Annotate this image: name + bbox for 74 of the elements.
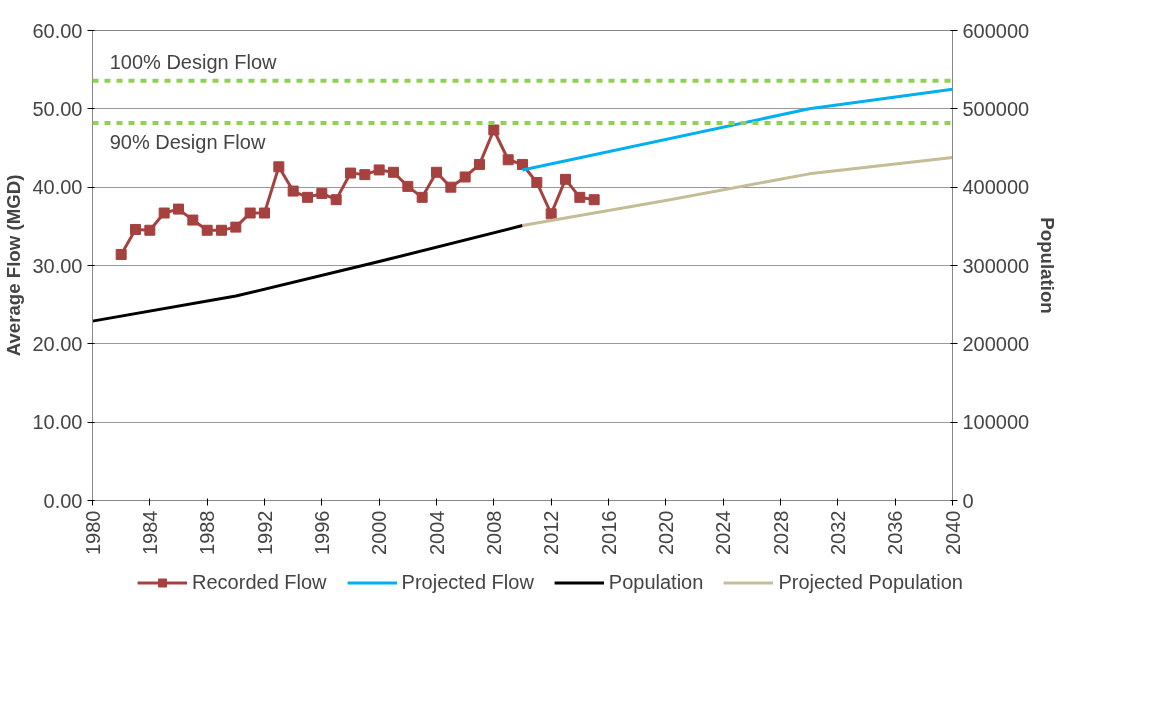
x-tick-label: 2004: [425, 510, 448, 555]
x-tick-label: 1988: [196, 510, 219, 555]
x-tick-label: 2016: [597, 510, 620, 555]
x-tick-label: 1996: [310, 510, 333, 555]
y2-tick-label: 500000: [962, 97, 1030, 120]
x-tick-label: 1992: [253, 510, 276, 555]
point: [574, 191, 586, 203]
legend-label: Population: [608, 570, 704, 594]
point: [373, 164, 385, 176]
point: [259, 207, 270, 219]
point: [115, 249, 127, 261]
x-tick-label: 2020: [654, 510, 677, 555]
point: [459, 171, 471, 183]
point: [588, 194, 600, 206]
point: [158, 207, 170, 219]
y-tick-label: 0.00: [43, 489, 83, 512]
y2-tick-label: 300000: [962, 254, 1030, 277]
point: [244, 207, 256, 219]
point: [445, 181, 457, 193]
point: [502, 154, 514, 166]
x-tick-label: 2000: [368, 510, 391, 555]
point: [302, 191, 313, 203]
point: [488, 124, 500, 136]
point: [316, 187, 328, 199]
y2-tick-label: 200000: [962, 332, 1030, 355]
line-series: [92, 224, 524, 323]
point: [431, 166, 442, 178]
point: [173, 203, 184, 215]
point: [560, 173, 571, 185]
x-tick-label: 2012: [540, 510, 563, 555]
point: [187, 214, 199, 226]
point: [144, 224, 156, 236]
line-series: [521, 155, 953, 228]
y2-tick-label: 400000: [962, 176, 1030, 199]
point: [230, 221, 242, 233]
legend-label: Projected Population: [778, 570, 963, 594]
point: [345, 167, 356, 179]
point: [517, 158, 528, 170]
point: [531, 176, 543, 188]
point: [287, 185, 299, 197]
x-tick-label: 2008: [482, 510, 505, 555]
point: [388, 166, 399, 178]
point: [130, 223, 141, 235]
y-axis-title: Average Flow (MGD): [3, 174, 25, 357]
y-tick-label: 20.00: [32, 332, 83, 355]
legend-label: Projected Flow: [401, 570, 534, 594]
x-tick-label: 2032: [826, 510, 849, 555]
point: [330, 194, 342, 206]
y-tick-label: 50.00: [32, 97, 83, 120]
x-tick-label: 1984: [138, 510, 161, 555]
x-tick-label: 2036: [884, 510, 907, 555]
y-tick-label: 10.00: [32, 411, 83, 434]
x-tick-label: 2024: [712, 510, 735, 555]
point: [273, 161, 285, 173]
x-tick-label: 1980: [81, 510, 104, 555]
y-tick-label: 30.00: [32, 254, 83, 277]
ref-line-label: 90% Design Flow: [109, 130, 266, 153]
x-tick-label: 2040: [941, 510, 964, 555]
y2-tick-label: 100000: [962, 411, 1030, 434]
y2-tick-label: 0: [962, 489, 974, 512]
point: [402, 180, 414, 192]
point: [201, 224, 213, 236]
point: [545, 208, 557, 220]
point: [474, 158, 485, 170]
y2-axis-title: Population: [1037, 217, 1059, 314]
legend-label: Recorded Flow: [192, 570, 327, 594]
point: [359, 169, 371, 181]
y-tick-label: 40.00: [32, 176, 83, 199]
point: [216, 224, 227, 236]
ref-line-label: 100% Design Flow: [109, 50, 277, 73]
y-tick-label: 60.00: [32, 19, 83, 42]
y2-tick-label: 600000: [962, 19, 1030, 42]
x-tick-label: 2028: [769, 510, 792, 555]
point: [416, 191, 428, 203]
